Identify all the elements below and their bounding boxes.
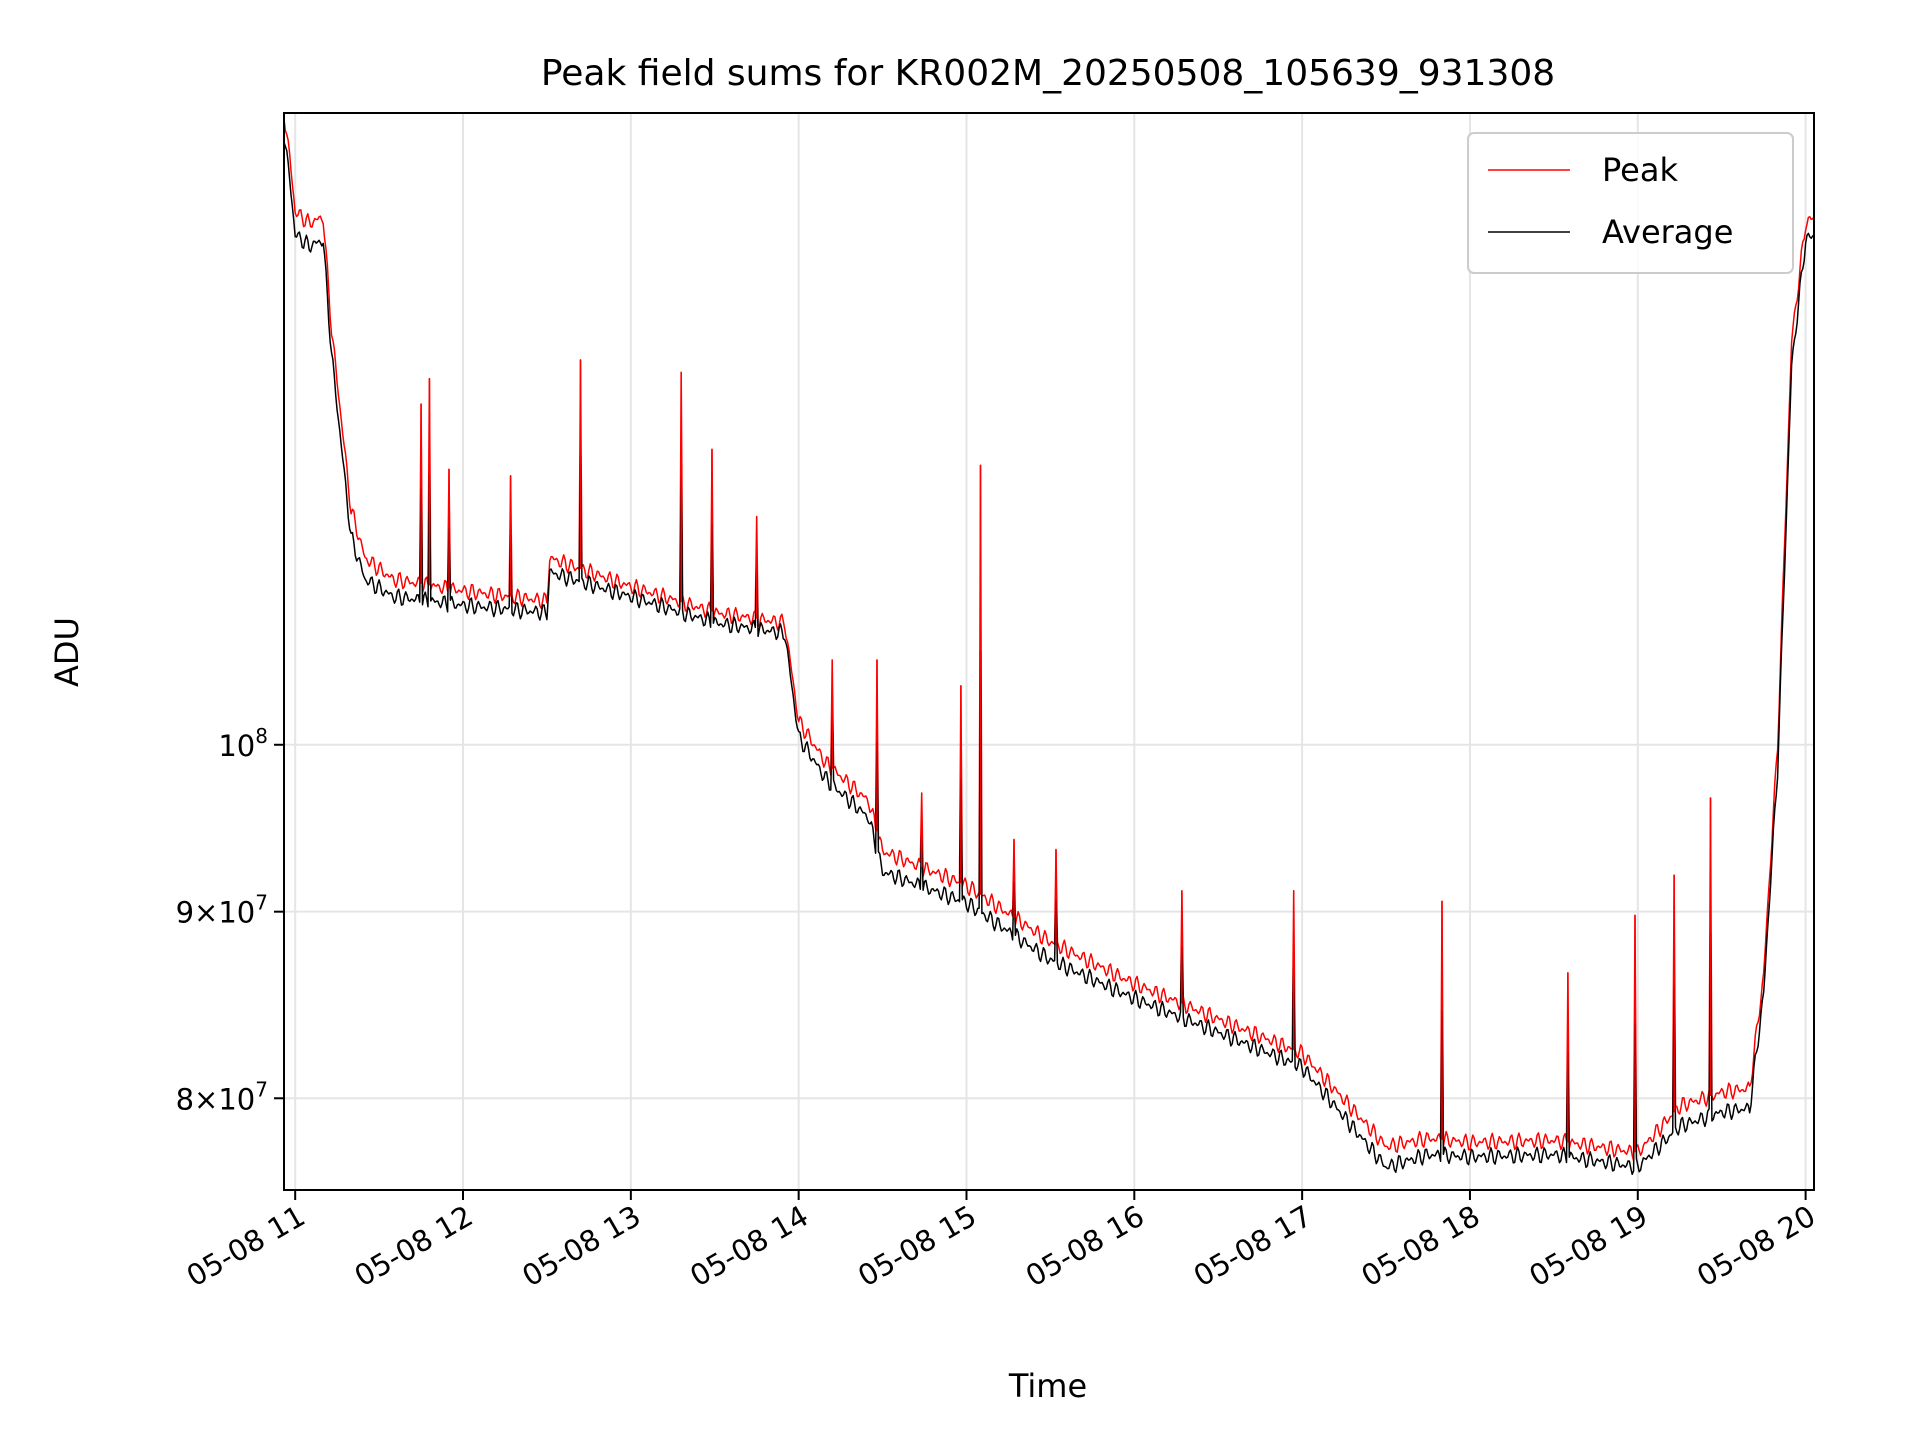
chart-title: Peak field sums for KR002M_20250508_1056… bbox=[541, 53, 1555, 94]
legend: Peak Average bbox=[1467, 132, 1794, 274]
plot-frame bbox=[283, 112, 1815, 1191]
series-line-average bbox=[284, 142, 1814, 1176]
legend-label-peak: Peak bbox=[1602, 151, 1678, 189]
legend-box bbox=[1467, 132, 1794, 274]
y-axis-label: ADU bbox=[48, 617, 86, 687]
legend-label-average: Average bbox=[1602, 213, 1733, 251]
y-tick-label: 8×107 bbox=[176, 1077, 268, 1116]
x-axis-label: Time bbox=[1008, 1367, 1087, 1405]
gridlines bbox=[284, 113, 1814, 1190]
y-axis: 8×107 9×107 108 bbox=[176, 724, 284, 1116]
series-line-peak bbox=[284, 119, 1814, 1162]
y-tick-label: 108 bbox=[218, 724, 268, 763]
y-tick-label: 9×107 bbox=[176, 891, 268, 930]
series-layer bbox=[284, 119, 1814, 1176]
